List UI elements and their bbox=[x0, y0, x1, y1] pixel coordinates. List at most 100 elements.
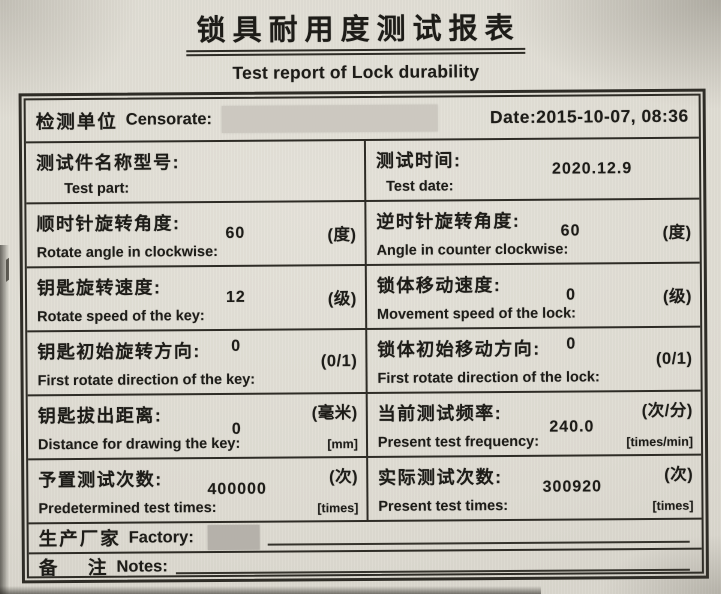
field-label-en: Angle in counter clockwise: bbox=[376, 241, 569, 259]
factory-label-en: Factory: bbox=[128, 527, 194, 547]
unit-zh: (次) bbox=[329, 468, 359, 487]
field-units bbox=[300, 145, 356, 196]
row-distance-frequency: 钥匙拔出距离: Distance for drawing the key: 0 … bbox=[27, 391, 702, 461]
field-units: (次) [times] bbox=[615, 460, 693, 515]
field-value: 300920 bbox=[542, 478, 603, 496]
cell-lock-direction: 锁体初始移动方向: First rotate direction of the … bbox=[367, 328, 701, 392]
field-label-en: Present test frequency: bbox=[377, 433, 540, 451]
unit-zh: (0/1) bbox=[320, 351, 358, 370]
field-label-en: Rotate angle in clockwise: bbox=[36, 243, 219, 262]
cell-key-speed: 钥匙旋转速度: Rotate speed of the key: 12 (级) bbox=[26, 265, 368, 331]
cell-present-times: 实际测试次数: Present test times: 300920 (次) [… bbox=[368, 456, 702, 520]
unit-zh: (度) bbox=[327, 226, 357, 245]
unit-zh: (度) bbox=[662, 223, 692, 242]
field-label-zh: 锁体移动速度: bbox=[376, 275, 502, 296]
censorate-label-zh: 检测单位 bbox=[35, 110, 118, 132]
cell-angle-counter: 逆时针旋转角度: Angle in counter clockwise: 60 … bbox=[366, 200, 700, 264]
field-label-en: Rotate speed of the key: bbox=[37, 308, 205, 326]
notes-label-zh: 备 注 bbox=[38, 556, 109, 579]
row-test-part-date: 测试件名称型号: Test part: 测试时间: Test date: 202… bbox=[25, 138, 700, 205]
field-value: 60 bbox=[560, 222, 581, 240]
factory-label-zh: 生产厂家 bbox=[38, 527, 121, 550]
cell-key-direction: 钥匙初始旋转方向: First rotate direction of the … bbox=[27, 329, 368, 395]
factory-fill-line bbox=[267, 540, 690, 546]
field-units: (次/分) [times/min] bbox=[615, 396, 693, 451]
title-block: 锁具耐用度测试报表 Test report of Lock durability bbox=[0, 4, 713, 86]
field-label-en: Movement speed of the lock: bbox=[376, 305, 577, 323]
cell-angle-clockwise: 顺时针旋转角度: Rotate angle in clockwise: 60 (… bbox=[26, 201, 367, 267]
field-label-zh: 予置测试次数: bbox=[38, 469, 163, 491]
field-value: 240.0 bbox=[549, 418, 595, 436]
field-label-zh: 逆时针旋转角度: bbox=[376, 210, 521, 232]
cell-test-date: 测试时间: Test date: 2020.12.9 bbox=[366, 139, 700, 200]
notes-label-en: Notes: bbox=[116, 556, 168, 576]
unit-en: [times] bbox=[317, 501, 359, 516]
field-label-en: Present test times: bbox=[378, 497, 509, 515]
field-value: 60 bbox=[225, 224, 246, 242]
field-units: (度) bbox=[613, 204, 691, 259]
censorate-label-en: Censorate: bbox=[125, 110, 213, 129]
cell-test-frequency: 当前测试频率: Present test frequency: 240.0 (次… bbox=[368, 392, 702, 456]
row-test-times: 予置测试次数: Predetermined test times: 400000… bbox=[28, 455, 702, 525]
censorate-redacted-value bbox=[221, 104, 439, 133]
field-units bbox=[635, 143, 691, 194]
field-value bbox=[214, 145, 300, 197]
field-label-zh: 锁体初始移动方向: bbox=[377, 338, 541, 360]
unit-zh: (级) bbox=[662, 287, 693, 306]
report-table: 检测单位 Censorate: Date:2015-10-07, 08:36 测… bbox=[18, 88, 709, 584]
field-label-zh: 当前测试频率: bbox=[377, 403, 503, 424]
row-factory: 生产厂家 Factory: bbox=[28, 519, 702, 555]
report-title-zh: 锁具耐用度测试报表 bbox=[186, 4, 525, 57]
field-value: 0 bbox=[566, 335, 577, 353]
field-label-zh: 钥匙初始旋转方向: bbox=[37, 341, 201, 363]
field-units: (级) bbox=[279, 270, 357, 325]
field-units: (级) bbox=[614, 268, 692, 323]
row-notes: 备 注 Notes: bbox=[29, 550, 702, 581]
report-table-inner: 检测单位 Censorate: Date:2015-10-07, 08:36 测… bbox=[23, 93, 704, 581]
field-units: (次) [times] bbox=[280, 462, 358, 517]
field-value: 0 bbox=[231, 420, 242, 438]
unit-zh: (毫米) bbox=[311, 404, 358, 423]
field-label-zh: 顺时针旋转角度: bbox=[36, 213, 181, 235]
field-value: 0 bbox=[565, 286, 577, 304]
report-title-en: Test report of Lock durability bbox=[232, 61, 480, 83]
field-label-en: Predetermined test times: bbox=[38, 500, 217, 518]
field-units: (毫米) [mm] bbox=[280, 398, 358, 453]
cell-test-part: 测试件名称型号: Test part: bbox=[25, 140, 367, 203]
unit-en: [times/min] bbox=[626, 434, 694, 450]
cell-draw-distance: 钥匙拔出距离: Distance for drawing the key: 0 … bbox=[27, 393, 368, 459]
field-label-zh: 实际测试次数: bbox=[378, 467, 503, 488]
row-rotate-angle: 顺时针旋转角度: Rotate angle in clockwise: 60 (… bbox=[26, 199, 700, 269]
field-units: (0/1) bbox=[279, 334, 358, 389]
row-censorate: 检测单位 Censorate: Date:2015-10-07, 08:36 bbox=[25, 95, 699, 144]
factory-redacted-value bbox=[207, 524, 260, 550]
field-units: (0/1) bbox=[614, 332, 693, 387]
unit-zh: (次) bbox=[664, 465, 694, 484]
unit-zh: (级) bbox=[327, 290, 357, 309]
notes-fill-line bbox=[175, 568, 690, 575]
unit-en: [times] bbox=[652, 498, 694, 513]
row-speed: 钥匙旋转速度: Rotate speed of the key: 12 (级) … bbox=[26, 263, 701, 333]
cell-predetermined-times: 予置测试次数: Predetermined test times: 400000… bbox=[28, 457, 369, 523]
field-label-zh: 测试件名称型号: bbox=[35, 152, 181, 174]
field-label-zh: 测试时间: bbox=[375, 150, 462, 171]
field-label-en: Test part: bbox=[64, 180, 130, 198]
row-first-direction: 钥匙初始旋转方向: First rotate direction of the … bbox=[27, 327, 701, 397]
unit-zh: (次/分) bbox=[641, 401, 693, 421]
field-value: 2020.12.9 bbox=[551, 159, 633, 178]
field-label-en: First rotate direction of the key: bbox=[37, 371, 256, 390]
unit-en: [mm] bbox=[327, 437, 358, 452]
report-date: Date:2015-10-07, 08:36 bbox=[489, 105, 689, 128]
field-value: 12 bbox=[225, 288, 246, 306]
cell-lock-speed: 锁体移动速度: Movement speed of the lock: 0 (级… bbox=[367, 264, 701, 328]
field-units: (度) bbox=[278, 206, 356, 261]
field-label-zh: 钥匙旋转速度: bbox=[36, 277, 162, 299]
field-value: 0 bbox=[231, 337, 242, 355]
unit-zh: (0/1) bbox=[655, 349, 693, 368]
field-value: 400000 bbox=[207, 480, 267, 499]
field-label-en: First rotate direction of the lock: bbox=[377, 369, 600, 387]
field-label-zh: 钥匙拔出距离: bbox=[37, 405, 163, 427]
field-label-en: Distance for drawing the key: bbox=[37, 435, 241, 454]
